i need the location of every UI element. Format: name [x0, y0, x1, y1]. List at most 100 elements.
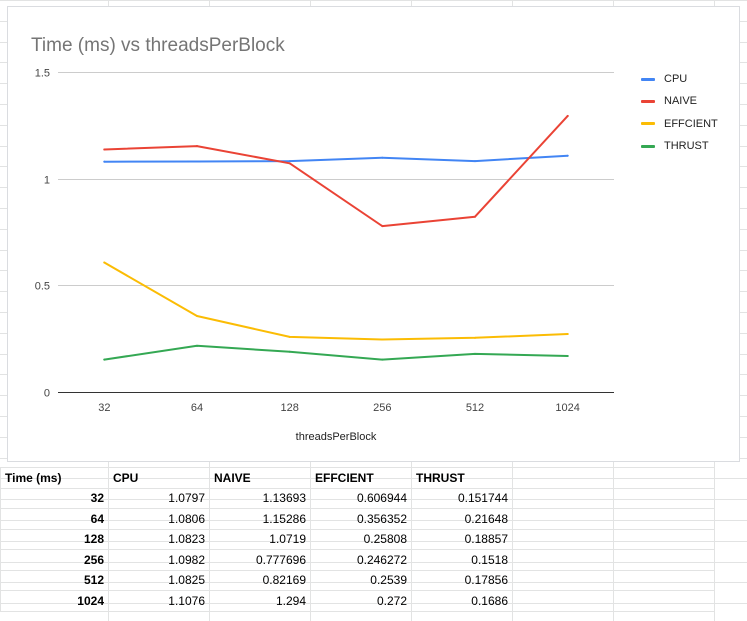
x-tick-label: 128 — [280, 402, 298, 414]
data-point-cpu[interactable] — [196, 160, 198, 163]
data-point-cpu[interactable] — [103, 160, 106, 163]
data-point-cpu[interactable] — [566, 154, 569, 157]
table-cell[interactable]: 0.25808 — [310, 528, 412, 550]
chart-container[interactable]: Time (ms) vs threadsPerBlock 0 0.5 1 1.5 32 6… — [7, 6, 740, 462]
data-point-effcient[interactable] — [196, 314, 198, 317]
table-row: 1024 1.1076 1.294 0.272 0.1686 — [0, 590, 715, 612]
series-line-naive[interactable] — [103, 114, 569, 228]
table-cell[interactable]: 1.1076 — [108, 590, 210, 612]
empty-cell[interactable] — [613, 549, 715, 571]
table-cell[interactable]: 1.15286 — [209, 508, 311, 530]
series-line-effcient[interactable] — [103, 261, 569, 341]
data-point-cpu[interactable] — [381, 156, 384, 159]
table-row: 64 1.0806 1.15286 0.356352 0.21648 — [0, 508, 715, 530]
table-cell[interactable]: 0.151744 — [411, 487, 513, 509]
row-label-cell[interactable]: 1024 — [0, 590, 109, 612]
data-point-naive[interactable] — [566, 114, 569, 117]
empty-cell[interactable] — [512, 467, 614, 489]
legend-item-naive[interactable]: NAIVE — [641, 90, 718, 112]
table-cell[interactable]: 1.0982 — [108, 549, 210, 571]
table-cell[interactable]: 0.82169 — [209, 569, 311, 591]
legend-item-effcient[interactable]: EFFCIENT — [641, 113, 718, 135]
table-header-row: Time (ms) CPU NAIVE EFFCIENT THRUST — [0, 467, 715, 489]
table-cell[interactable]: 0.606944 — [310, 487, 412, 509]
legend-swatch — [641, 99, 655, 103]
data-point-effcient[interactable] — [103, 261, 106, 264]
empty-cell[interactable] — [613, 528, 715, 550]
empty-cell[interactable] — [613, 487, 715, 509]
y-tick-label: 1.5 — [35, 68, 50, 80]
table-cell[interactable]: 0.272 — [310, 590, 412, 612]
table-cell[interactable]: 0.2539 — [310, 569, 412, 591]
data-point-naive[interactable] — [103, 148, 106, 151]
data-table: Time (ms) CPU NAIVE EFFCIENT THRUST 32 1.0797 1… — [0, 467, 715, 612]
data-point-naive[interactable] — [474, 215, 476, 218]
data-point-cpu[interactable] — [288, 160, 291, 163]
empty-cell[interactable] — [613, 569, 715, 591]
table-header-cell[interactable]: CPU — [108, 467, 210, 489]
table-cell[interactable]: 1.0806 — [108, 508, 210, 530]
data-point-thrust[interactable] — [103, 358, 106, 361]
table-cell[interactable]: 0.246272 — [310, 549, 412, 571]
y-tick-label: 1 — [44, 175, 50, 187]
data-point-thrust[interactable] — [196, 344, 198, 347]
data-point-thrust[interactable] — [566, 355, 569, 358]
data-point-naive[interactable] — [381, 225, 384, 228]
data-point-effcient[interactable] — [381, 338, 384, 341]
data-point-effcient[interactable] — [288, 335, 291, 338]
series-line-thrust[interactable] — [103, 344, 569, 361]
empty-cell[interactable] — [512, 487, 614, 509]
data-point-thrust[interactable] — [381, 358, 384, 361]
data-point-thrust[interactable] — [474, 352, 476, 355]
table-cell[interactable]: 0.1686 — [411, 590, 513, 612]
table-header-cell[interactable]: EFFCIENT — [310, 467, 412, 489]
data-point-naive[interactable] — [196, 145, 198, 148]
table-cell[interactable]: 1.0825 — [108, 569, 210, 591]
table-header-cell[interactable]: NAIVE — [209, 467, 311, 489]
data-point-thrust[interactable] — [288, 350, 291, 353]
legend-item-thrust[interactable]: THRUST — [641, 135, 718, 157]
empty-cell[interactable] — [512, 549, 614, 571]
empty-cell[interactable] — [613, 590, 715, 612]
legend-swatch — [641, 77, 655, 81]
table-cell[interactable]: 0.777696 — [209, 549, 311, 571]
table-header-cell[interactable]: THRUST — [411, 467, 513, 489]
empty-cell[interactable] — [512, 508, 614, 530]
chart-title: Time (ms) vs threadsPerBlock — [31, 35, 285, 56]
table-cell[interactable]: 1.0797 — [108, 487, 210, 509]
table-cell[interactable]: 1.0719 — [209, 528, 311, 550]
table-row: 128 1.0823 1.0719 0.25808 0.18857 — [0, 528, 715, 550]
row-label-cell[interactable]: 256 — [0, 549, 109, 571]
empty-cell[interactable] — [512, 590, 614, 612]
empty-cell[interactable] — [613, 508, 715, 530]
table-cell[interactable]: 0.356352 — [310, 508, 412, 530]
data-point-cpu[interactable] — [474, 160, 476, 163]
chart-legend: CPU NAIVE EFFCIENT THRUST — [641, 68, 718, 157]
row-label-cell[interactable]: 512 — [0, 569, 109, 591]
table-row: 512 1.0825 0.82169 0.2539 0.17856 — [0, 569, 715, 591]
data-point-naive[interactable] — [288, 162, 291, 165]
table-cell[interactable]: 0.21648 — [411, 508, 513, 530]
empty-cell[interactable] — [613, 467, 715, 489]
data-point-effcient[interactable] — [566, 332, 569, 335]
data-point-effcient[interactable] — [474, 336, 476, 339]
series-line-cpu[interactable] — [103, 154, 569, 163]
row-label-cell[interactable]: 64 — [0, 508, 109, 530]
legend-label: NAIVE — [664, 95, 698, 108]
row-label-cell[interactable]: 32 — [0, 487, 109, 509]
empty-cell[interactable] — [512, 569, 614, 591]
table-cell[interactable]: 1.13693 — [209, 487, 311, 509]
legend-item-cpu[interactable]: CPU — [641, 68, 718, 90]
table-cell[interactable]: 0.17856 — [411, 569, 513, 591]
table-cell[interactable]: 0.1518 — [411, 549, 513, 571]
x-tick-label: 64 — [191, 402, 203, 414]
table-cell[interactable]: 0.18857 — [411, 528, 513, 550]
empty-cell[interactable] — [512, 528, 614, 550]
legend-label: THRUST — [664, 140, 709, 153]
table-cell[interactable]: 1.0823 — [108, 528, 210, 550]
table-cell[interactable]: 1.294 — [209, 590, 311, 612]
row-label-cell[interactable]: 128 — [0, 528, 109, 550]
table-header-cell[interactable]: Time (ms) — [0, 467, 109, 489]
legend-label: EFFCIENT — [664, 117, 718, 130]
x-tick-label: 32 — [98, 402, 110, 414]
